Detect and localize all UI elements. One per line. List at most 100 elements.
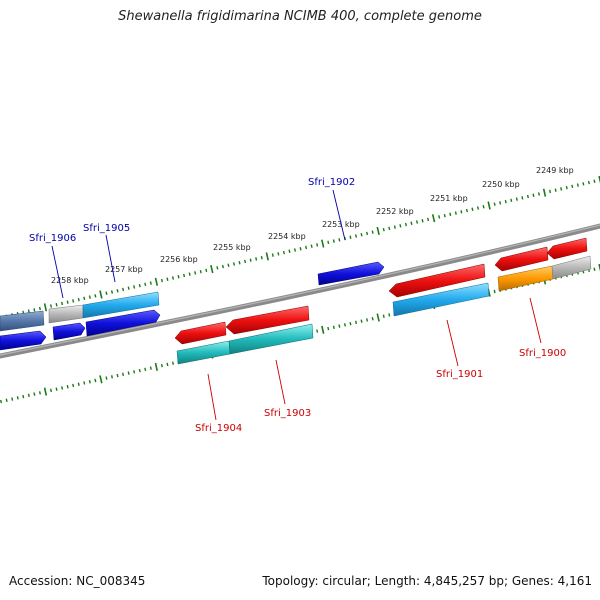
scale-upper-minor-tick (360, 233, 363, 237)
scale-upper-minor-tick (316, 243, 319, 247)
scale-upper-minor-tick (521, 196, 524, 200)
scale-upper-minor-tick (338, 238, 341, 242)
scale-lower-minor-tick (338, 324, 341, 328)
scale-label-2251: 2251 kbp (430, 194, 468, 203)
scale-upper-minor-tick (382, 227, 385, 232)
scale-upper-minor-tick (33, 308, 36, 312)
scale-lower-major-tick (376, 313, 380, 322)
gene-sfri-1904[interactable] (174, 321, 227, 345)
scale-lower-minor-tick (316, 329, 319, 333)
gene-label-sfri-1902[interactable]: Sfri_1902 (308, 177, 355, 188)
scale-upper-minor-tick (354, 234, 358, 238)
scale-upper-major-tick (321, 239, 325, 248)
scale-lower-minor-tick (122, 372, 125, 377)
scale-lower-minor-tick (144, 367, 147, 372)
scale-upper-minor-tick (310, 244, 313, 248)
scale-upper-minor-tick (66, 300, 69, 304)
label-leaders (51, 189, 542, 421)
scale-upper-minor-tick (61, 301, 64, 306)
scale-lower-major-tick (598, 263, 600, 272)
gene-sfri-1900-steel[interactable] (0, 310, 45, 332)
gene-label-sfri-1905[interactable]: Sfri_1905 (83, 223, 130, 234)
scale-lower-minor-tick (66, 384, 69, 389)
scale-upper-minor-tick (593, 179, 596, 183)
gene-labels: Sfri_1902 Sfri_1905 Sfri_1906 Sfri_1900 … (29, 177, 566, 434)
scale-upper-minor-tick (293, 248, 297, 252)
gene-label-sfri-1900[interactable]: Sfri_1900 (519, 348, 566, 359)
scale-upper-minor-tick (460, 210, 463, 214)
scale-upper-major-tick (210, 265, 214, 274)
scale-upper-minor-tick (482, 205, 485, 209)
gene-blue-arrow-2[interactable] (52, 322, 86, 341)
gene-sfri-1906[interactable] (85, 309, 161, 337)
scale-upper-major-tick (99, 290, 103, 299)
gene-grey-segment-left[interactable] (48, 304, 84, 324)
scale-lower-minor-tick (172, 361, 174, 365)
scale-upper-minor-tick (499, 201, 502, 205)
scale-upper-minor-tick (526, 194, 529, 199)
scale-label-2254: 2254 kbp (268, 232, 306, 241)
scale-upper-minor-tick (144, 282, 147, 287)
scale-lower-minor-tick (50, 388, 52, 393)
gene-label-sfri-1901[interactable]: Sfri_1901 (436, 369, 483, 380)
gene-sfri-1901[interactable] (388, 263, 486, 298)
scale-lower-minor-tick (38, 391, 41, 395)
gene-blue-arrow-1[interactable] (0, 330, 47, 351)
scale-lower-minor-tick (366, 318, 369, 322)
scale-upper-minor-tick (72, 299, 75, 303)
gene-sfri-1901-sky[interactable] (392, 282, 490, 317)
scale-lower-major-tick (43, 387, 48, 396)
scale-upper-minor-tick (122, 287, 125, 292)
scale-upper-minor-tick (188, 272, 191, 276)
gene-label-sfri-1906[interactable]: Sfri_1906 (29, 233, 76, 244)
scale-upper-minor-tick (177, 275, 180, 279)
scale-upper-minor-tick (327, 240, 330, 245)
scale-upper-minor-tick (399, 224, 402, 228)
scale-upper-minor-tick (271, 253, 274, 257)
scale-lower-minor-tick (343, 323, 346, 327)
scale-upper-minor-tick (476, 206, 480, 210)
scale-lower-minor-tick (72, 383, 75, 388)
scale-upper-minor-tick (404, 222, 407, 227)
gene-label-sfri-1904[interactable]: Sfri_1904 (195, 423, 242, 434)
gene-sfri-1905[interactable] (82, 291, 160, 319)
gene-sfri-1903[interactable] (225, 305, 310, 335)
scale-upper-minor-tick (194, 271, 197, 275)
scale-lower-minor-tick (593, 267, 596, 271)
scale-upper-minor-tick (427, 217, 430, 222)
scale-upper-minor-tick (388, 226, 391, 231)
scale-upper-minor-tick (205, 268, 208, 273)
scale-upper-minor-tick (371, 230, 374, 234)
scale-upper-minor-tick (415, 220, 419, 224)
gene-sfri-1900-red-2[interactable] (546, 237, 588, 260)
gene-sfri-1900-red-1[interactable] (494, 246, 549, 272)
scale-upper-minor-tick (537, 192, 541, 196)
scale-upper-minor-tick (332, 239, 335, 243)
scale-upper-major-tick (487, 201, 491, 210)
scale-track-upper (0, 175, 600, 320)
gene-teal-1[interactable] (176, 340, 231, 365)
scale-upper-minor-tick (510, 198, 513, 203)
scale-upper-minor-tick (532, 193, 535, 197)
gene-teal-2[interactable] (228, 323, 314, 355)
gene-grey-segment-right[interactable] (551, 255, 592, 280)
scale-label-2250: 2250 kbp (482, 180, 520, 189)
gene-sfri-1902[interactable] (317, 261, 385, 286)
scale-upper-minor-tick (471, 207, 474, 211)
scale-lower-minor-tick (5, 398, 8, 403)
scale-upper-minor-tick (160, 278, 163, 283)
scale-lower-minor-tick (55, 387, 58, 391)
scale-upper-minor-tick (565, 185, 568, 190)
scale-upper-minor-tick (244, 259, 247, 264)
scale-upper-minor-tick (232, 262, 236, 266)
scale-upper-major-tick (43, 303, 48, 312)
scale-upper-minor-tick (493, 202, 496, 206)
topology-text: Topology: circular; Length: 4,845,257 bp… (262, 574, 592, 588)
scale-lower-minor-tick (94, 378, 97, 383)
scale-upper-minor-tick (88, 295, 91, 299)
scale-upper-minor-tick (49, 304, 53, 308)
map-title: Shewanella frigidimarina NCIMB 400, comp… (118, 9, 482, 24)
gene-label-sfri-1903[interactable]: Sfri_1903 (264, 408, 311, 419)
